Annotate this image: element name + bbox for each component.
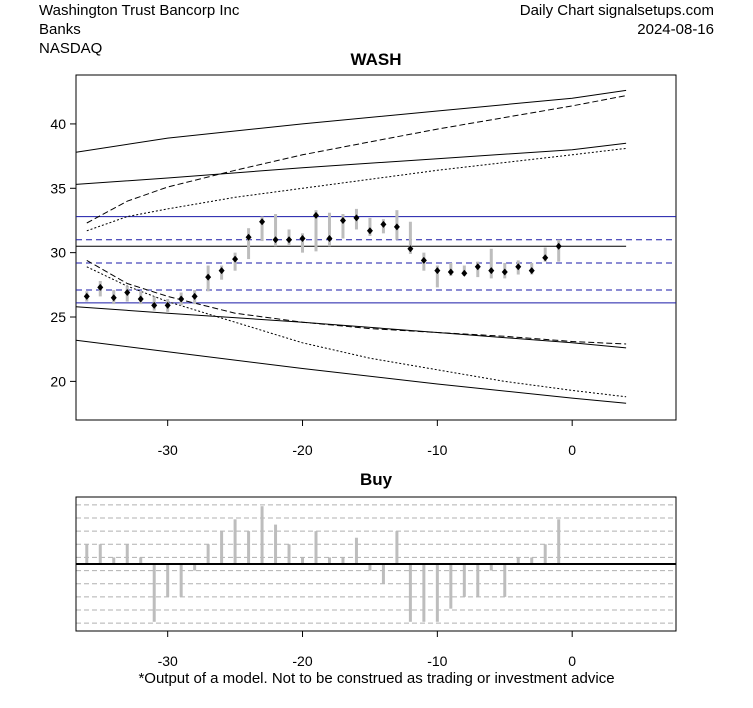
x-tick-label: 0 <box>568 442 576 458</box>
y-tick-label: 30 <box>50 245 66 261</box>
y-tick-label: 20 <box>50 373 66 389</box>
close-marker <box>286 236 293 244</box>
close-marker <box>110 294 117 302</box>
band-curve-dashed <box>86 95 627 224</box>
close-marker <box>488 267 495 275</box>
disclaimer: *Output of a model. Not to be construed … <box>138 670 615 687</box>
close-marker <box>232 255 239 263</box>
close-marker <box>420 256 427 264</box>
y-tick-label: 40 <box>50 116 66 132</box>
close-marker <box>515 263 522 271</box>
close-marker <box>366 227 373 235</box>
close-marker <box>474 263 481 271</box>
close-marker <box>313 211 319 219</box>
buy-signal-chart: -30 -20 -10 0 <box>75 496 677 669</box>
band-curve-dashed <box>86 259 627 345</box>
x-tick-label: 0 <box>568 653 576 669</box>
close-marker <box>380 220 387 228</box>
x-tick-label: -10 <box>427 442 447 458</box>
close-marker <box>501 268 508 276</box>
close-marker <box>97 283 104 291</box>
sector-label: Banks <box>39 21 81 38</box>
close-marker <box>434 267 441 275</box>
x-tick-label: -30 <box>158 653 178 669</box>
chart-date: 2024-08-16 <box>637 21 714 38</box>
close-marker <box>259 218 266 226</box>
band-curve-solid <box>75 89 627 153</box>
close-marker <box>218 267 225 275</box>
close-marker <box>137 295 144 303</box>
close-marker <box>393 223 400 231</box>
band-curve-solid <box>75 306 627 349</box>
close-marker <box>164 301 171 309</box>
close-marker <box>124 289 131 297</box>
close-marker <box>461 269 468 277</box>
band-curve-solid <box>75 142 627 185</box>
x-tick-label: -20 <box>292 442 312 458</box>
x-tick-label: -20 <box>292 653 312 669</box>
close-marker <box>339 216 346 224</box>
close-marker <box>299 234 306 242</box>
main-chart-title: WASH <box>351 50 402 69</box>
band-curve-dotted <box>86 266 627 398</box>
close-marker <box>151 301 158 309</box>
close-marker <box>272 236 279 244</box>
y-tick-label: 25 <box>50 309 66 325</box>
x-tick-label: -10 <box>427 653 447 669</box>
x-tick-label: -30 <box>158 442 178 458</box>
close-marker <box>326 234 333 242</box>
buy-chart-title: Buy <box>360 470 393 489</box>
close-marker <box>191 292 198 300</box>
y-tick-label: 35 <box>50 180 66 196</box>
close-marker <box>528 267 535 275</box>
close-marker <box>83 292 90 300</box>
close-marker <box>542 254 549 262</box>
close-marker <box>555 242 562 250</box>
band-curve-solid <box>75 339 627 404</box>
price-chart: 20 25 30 35 40 -30 -20 -10 0 <box>50 74 677 458</box>
chart-source: Daily Chart signalsetups.com <box>519 2 714 19</box>
close-marker <box>205 273 212 281</box>
close-marker <box>407 245 414 253</box>
company-name: Washington Trust Bancorp Inc <box>39 2 240 19</box>
close-marker <box>178 295 185 303</box>
exchange-label: NASDAQ <box>39 40 103 57</box>
plot-frame <box>75 74 677 421</box>
close-marker <box>245 233 252 241</box>
close-marker <box>353 214 360 222</box>
close-marker <box>447 268 454 276</box>
